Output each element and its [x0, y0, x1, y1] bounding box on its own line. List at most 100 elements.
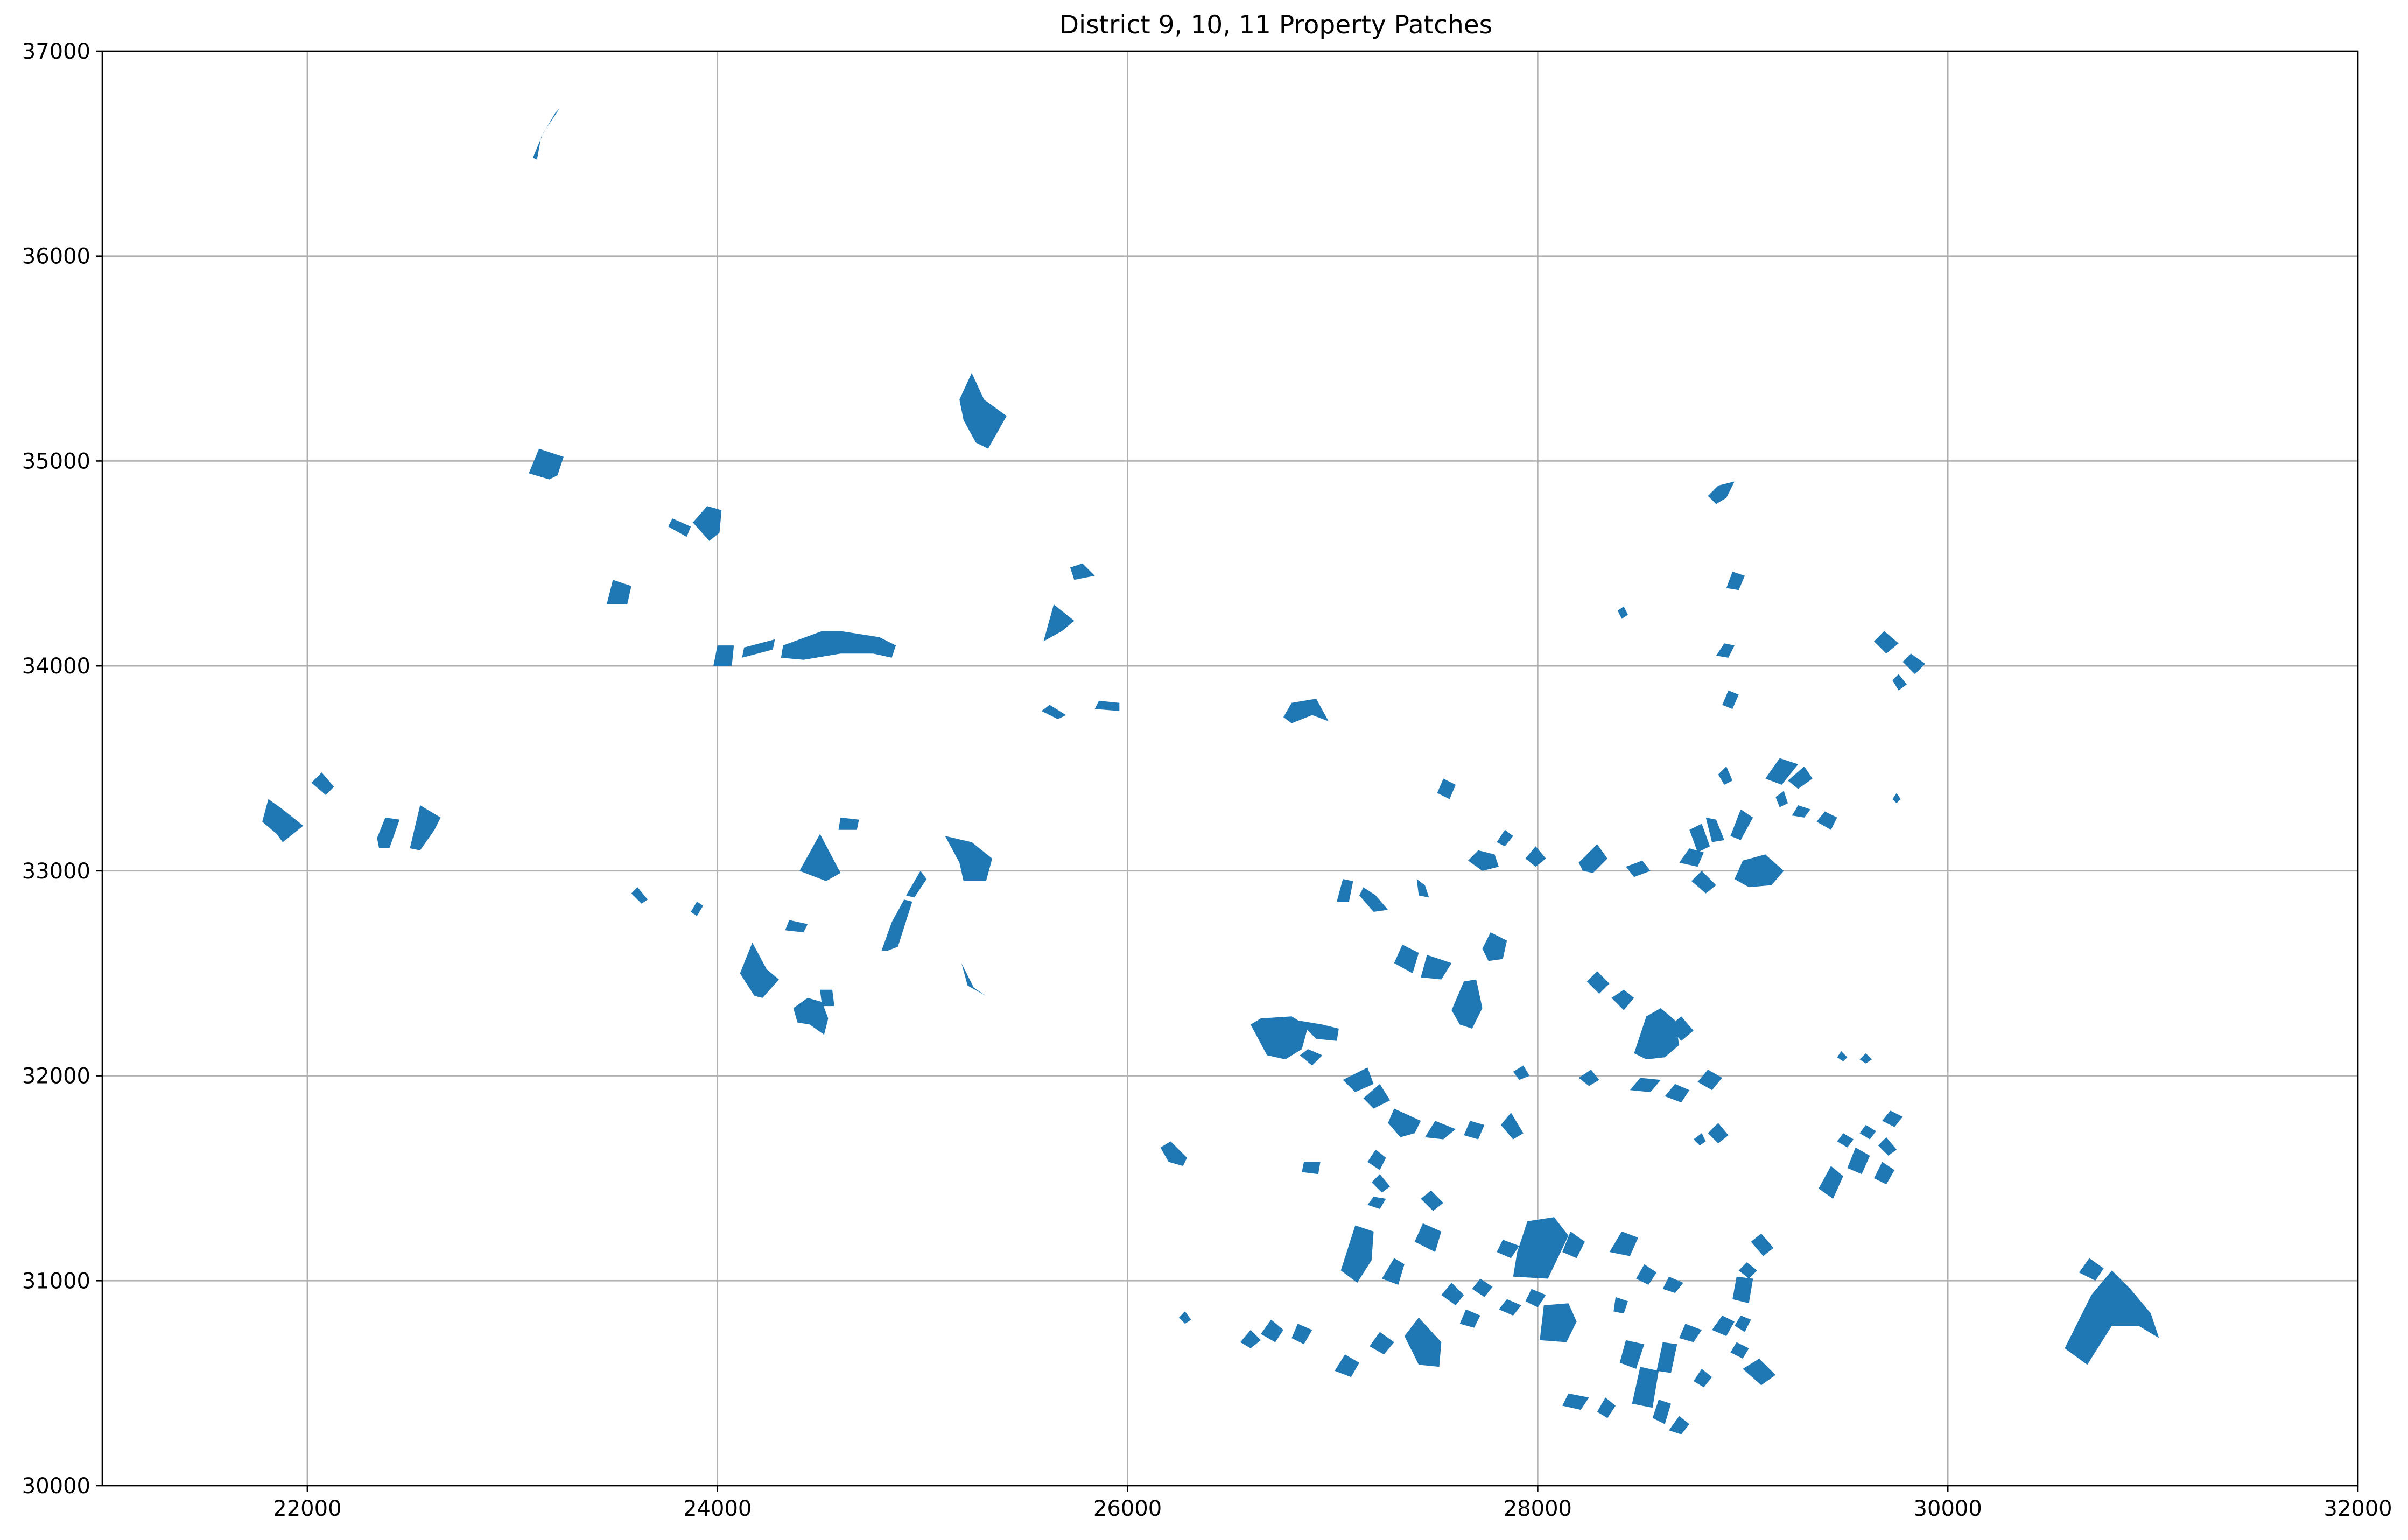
property-patch — [1240, 1330, 1261, 1348]
property-patch — [607, 580, 631, 604]
property-patch — [1414, 1223, 1442, 1252]
chart-title: District 9, 10, 11 Property Patches — [1059, 10, 1492, 40]
property-patch — [1404, 1317, 1442, 1367]
property-patch — [1283, 699, 1329, 723]
property-patch — [1732, 1276, 1753, 1304]
property-patch — [1705, 817, 1724, 842]
property-patch — [1499, 1299, 1521, 1316]
property-patch — [1421, 955, 1452, 980]
property-patch — [1662, 1276, 1683, 1293]
property-patch — [1613, 1297, 1628, 1314]
property-patch — [668, 518, 691, 537]
property-patch — [1892, 674, 1907, 691]
property-patch — [1437, 778, 1456, 799]
property-patch — [1730, 1342, 1749, 1359]
property-patch — [785, 920, 808, 933]
property-patch — [1626, 860, 1651, 877]
property-patch — [1611, 989, 1634, 1010]
property-patch — [1371, 1174, 1391, 1193]
property-patch — [1070, 563, 1095, 580]
y-tick-label: 30000 — [22, 1474, 90, 1499]
property-patch — [1441, 1283, 1464, 1305]
property-patch — [410, 805, 441, 850]
property-patch — [1525, 1289, 1546, 1307]
property-patch — [799, 834, 841, 881]
property-patch — [1743, 1359, 1776, 1386]
y-tick-label: 32000 — [22, 1064, 90, 1089]
property-patch — [1586, 971, 1610, 994]
x-tick-label: 22000 — [273, 1496, 341, 1521]
property-patch — [1335, 1354, 1359, 1377]
property-patch — [1693, 1369, 1712, 1388]
property-patch — [1370, 1332, 1394, 1355]
property-patch — [1722, 690, 1739, 709]
property-patch — [1094, 700, 1120, 711]
axes: 22000 24000 26000 28000 30000 32000 30000 31000… — [22, 39, 2392, 1521]
property-patch — [1416, 879, 1429, 898]
property-patch — [1424, 1121, 1456, 1140]
property-patch — [1178, 1311, 1191, 1324]
x-tick-label: 26000 — [1093, 1496, 1162, 1521]
property-patch — [1394, 944, 1419, 974]
property-patch — [1634, 1008, 1680, 1060]
property-patch — [262, 799, 304, 842]
property-patch — [838, 817, 859, 830]
property-patches — [262, 108, 2159, 1434]
property-patch — [1421, 1190, 1444, 1211]
property-patch — [1617, 606, 1628, 619]
property-patch — [1735, 1316, 1751, 1332]
property-patch — [311, 772, 334, 795]
property-patch — [1859, 1053, 1872, 1064]
x-tick-label: 24000 — [683, 1496, 752, 1521]
property-patch — [2065, 1270, 2159, 1365]
property-patch — [1691, 870, 1716, 894]
y-tick-label: 37000 — [22, 39, 90, 64]
x-tick-label: 30000 — [1914, 1496, 1982, 1521]
property-patch — [1451, 979, 1483, 1029]
property-patch — [1775, 791, 1788, 807]
property-patch — [1482, 932, 1507, 961]
property-patch — [1788, 766, 1813, 789]
property-patch — [1892, 793, 1901, 804]
property-patch — [1665, 1084, 1690, 1103]
x-tick-label: 32000 — [2323, 1496, 2392, 1521]
property-patch — [1343, 1067, 1374, 1092]
property-patch — [1878, 1137, 1897, 1156]
property-patch — [1497, 829, 1513, 847]
property-patch — [1367, 1197, 1386, 1209]
property-patch — [377, 817, 400, 848]
property-patch — [1459, 1309, 1480, 1328]
property-patch — [1726, 572, 1745, 590]
property-patch — [1730, 809, 1753, 840]
property-patch — [532, 108, 560, 160]
property-patch — [1041, 705, 1066, 720]
property-patch — [1708, 481, 1735, 504]
property-patch — [1819, 1166, 1843, 1199]
property-patch — [1751, 1233, 1774, 1256]
property-patch — [1472, 1278, 1493, 1297]
property-patch — [1874, 631, 1899, 654]
property-patch — [1669, 1016, 1694, 1041]
property-patch — [881, 899, 912, 951]
property-patch — [1513, 1217, 1569, 1279]
property-patch — [1261, 1319, 1283, 1342]
property-patch — [1562, 1393, 1589, 1410]
property-patch — [906, 870, 927, 898]
property-patch — [781, 631, 896, 660]
property-patch — [1652, 1400, 1671, 1424]
property-patch — [1562, 1231, 1585, 1258]
property-patch — [1359, 887, 1388, 912]
property-patch — [1765, 758, 1799, 785]
property-patch — [1300, 1049, 1323, 1066]
property-patch — [1160, 1141, 1187, 1166]
property-patch — [1619, 1340, 1645, 1369]
property-patch — [1525, 846, 1546, 867]
property-patch — [529, 448, 564, 480]
property-patch — [713, 645, 734, 666]
property-patch — [1540, 1303, 1577, 1342]
property-patch — [2079, 1258, 2104, 1281]
property-patch — [1291, 1324, 1312, 1345]
property-patch — [1816, 811, 1837, 830]
